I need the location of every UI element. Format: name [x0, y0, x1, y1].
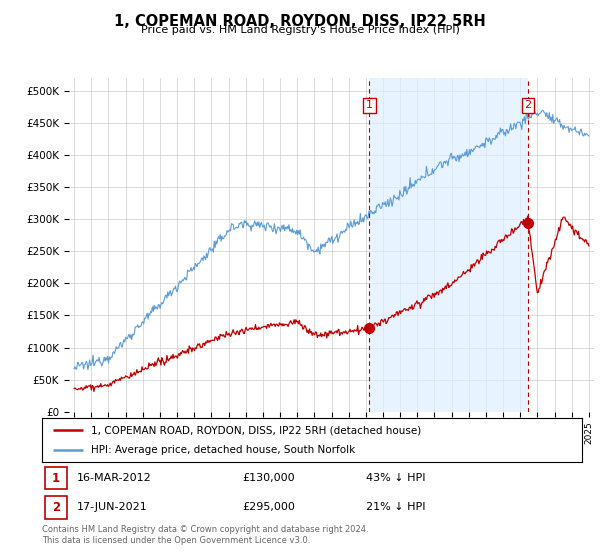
Text: Price paid vs. HM Land Registry's House Price Index (HPI): Price paid vs. HM Land Registry's House … — [140, 25, 460, 35]
Text: 1: 1 — [52, 472, 60, 485]
Text: 43% ↓ HPI: 43% ↓ HPI — [366, 473, 425, 483]
Text: 21% ↓ HPI: 21% ↓ HPI — [366, 502, 425, 512]
Text: 1, COPEMAN ROAD, ROYDON, DISS, IP22 5RH (detached house): 1, COPEMAN ROAD, ROYDON, DISS, IP22 5RH … — [91, 425, 421, 435]
Text: 2: 2 — [524, 100, 532, 110]
FancyBboxPatch shape — [45, 467, 67, 489]
Text: 2: 2 — [52, 501, 60, 514]
Text: 17-JUN-2021: 17-JUN-2021 — [77, 502, 148, 512]
Bar — [369, 78, 528, 412]
FancyBboxPatch shape — [45, 496, 67, 519]
Text: HPI: Average price, detached house, South Norfolk: HPI: Average price, detached house, Sout… — [91, 445, 355, 455]
Text: 1: 1 — [366, 100, 373, 110]
Text: 16-MAR-2012: 16-MAR-2012 — [77, 473, 152, 483]
Text: £130,000: £130,000 — [242, 473, 295, 483]
Text: £295,000: £295,000 — [242, 502, 295, 512]
Text: Contains HM Land Registry data © Crown copyright and database right 2024.
This d: Contains HM Land Registry data © Crown c… — [42, 525, 368, 545]
Text: 1, COPEMAN ROAD, ROYDON, DISS, IP22 5RH: 1, COPEMAN ROAD, ROYDON, DISS, IP22 5RH — [114, 14, 486, 29]
